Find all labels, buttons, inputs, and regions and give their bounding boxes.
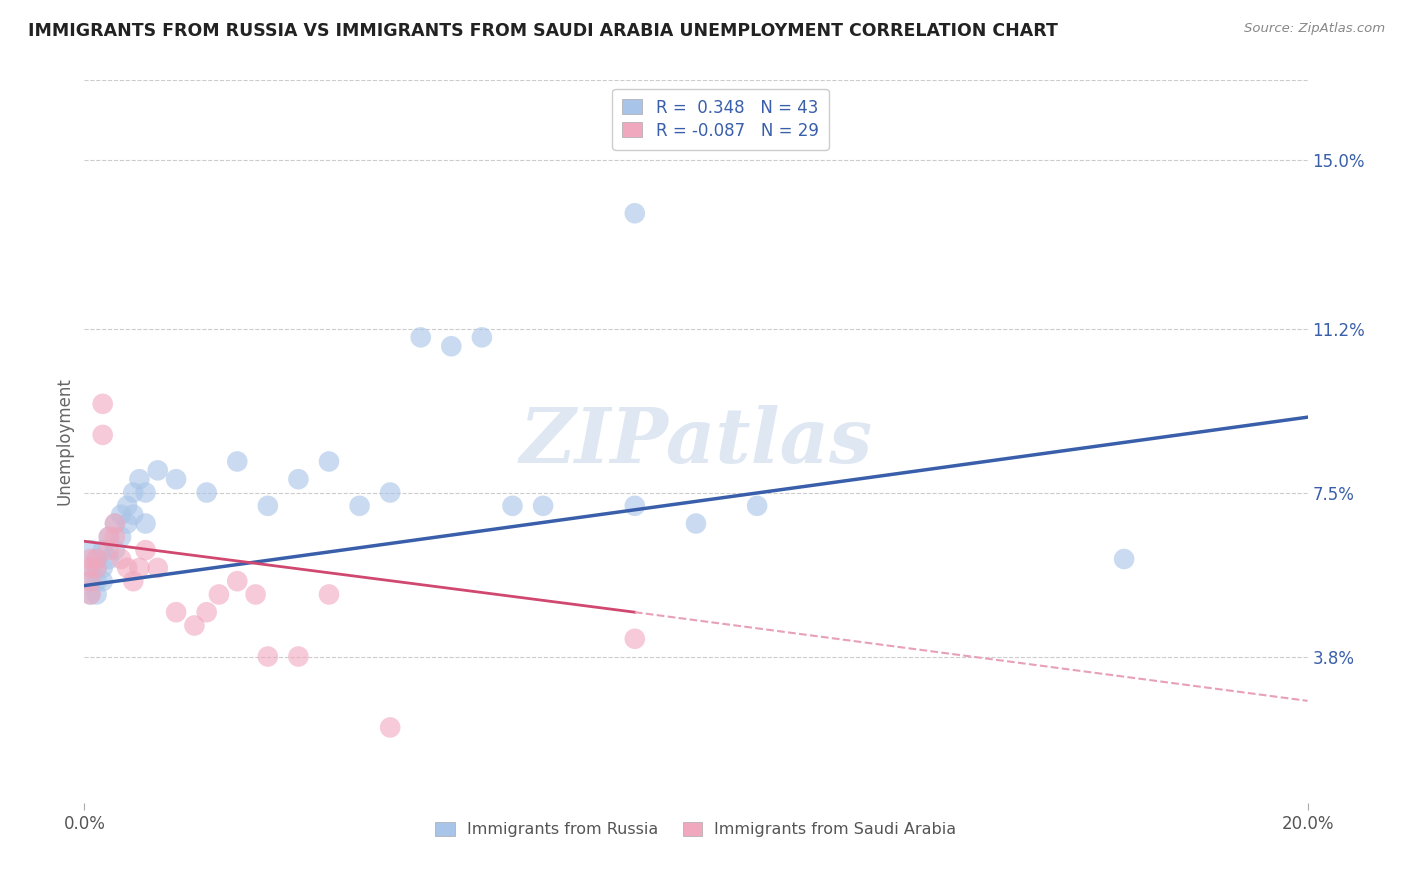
Y-axis label: Unemployment: Unemployment: [55, 377, 73, 506]
Point: [257, 649, 280, 664]
Point: [115, 516, 138, 531]
Point: [128, 561, 150, 575]
Point: [128, 472, 150, 486]
Point: [97, 543, 120, 558]
Point: [165, 472, 187, 486]
Point: [110, 508, 132, 522]
Point: [86, 561, 108, 575]
Point: [91, 574, 114, 589]
Point: [122, 485, 145, 500]
Point: [97, 530, 120, 544]
Point: [79, 561, 101, 575]
Point: [208, 587, 231, 601]
Point: [104, 516, 127, 531]
Point: [318, 454, 340, 468]
Point: [380, 485, 402, 500]
Point: [747, 499, 769, 513]
Point: [287, 472, 309, 486]
Point: [624, 206, 647, 220]
Point: [104, 516, 127, 531]
Point: [79, 543, 101, 558]
Point: [122, 508, 145, 522]
Point: [91, 397, 114, 411]
Point: [86, 552, 108, 566]
Text: IMMIGRANTS FROM RUSSIA VS IMMIGRANTS FROM SAUDI ARABIA UNEMPLOYMENT CORRELATION : IMMIGRANTS FROM RUSSIA VS IMMIGRANTS FRO…: [28, 22, 1057, 40]
Point: [380, 721, 402, 735]
Point: [135, 543, 157, 558]
Point: [195, 485, 218, 500]
Point: [79, 552, 101, 566]
Point: [115, 499, 138, 513]
Point: [1114, 552, 1136, 566]
Point: [257, 499, 280, 513]
Point: [318, 587, 340, 601]
Point: [531, 499, 554, 513]
Point: [135, 485, 157, 500]
Point: [79, 574, 101, 589]
Point: [79, 587, 101, 601]
Point: [86, 574, 108, 589]
Point: [91, 543, 114, 558]
Point: [97, 530, 120, 544]
Point: [349, 499, 371, 513]
Point: [440, 339, 463, 353]
Point: [115, 561, 138, 575]
Point: [146, 463, 169, 477]
Point: [165, 605, 187, 619]
Point: [287, 649, 309, 664]
Point: [226, 454, 249, 468]
Point: [86, 561, 108, 575]
Point: [104, 543, 127, 558]
Point: [79, 561, 101, 575]
Point: [471, 330, 494, 344]
Point: [97, 552, 120, 566]
Point: [146, 561, 169, 575]
Point: [86, 552, 108, 566]
Point: [135, 516, 157, 531]
Point: [122, 574, 145, 589]
Point: [110, 552, 132, 566]
Point: [245, 587, 267, 601]
Point: [409, 330, 432, 344]
Point: [91, 561, 114, 575]
Point: [91, 428, 114, 442]
Point: [183, 618, 205, 632]
Point: [195, 605, 218, 619]
Point: [86, 587, 108, 601]
Point: [110, 530, 132, 544]
Legend: Immigrants from Russia, Immigrants from Saudi Arabia: Immigrants from Russia, Immigrants from …: [427, 814, 965, 846]
Point: [624, 632, 647, 646]
Point: [104, 530, 127, 544]
Point: [79, 587, 101, 601]
Text: Source: ZipAtlas.com: Source: ZipAtlas.com: [1244, 22, 1385, 36]
Point: [502, 499, 524, 513]
Point: [79, 574, 101, 589]
Text: ZIPatlas: ZIPatlas: [519, 405, 873, 478]
Point: [685, 516, 707, 531]
Point: [624, 499, 647, 513]
Point: [226, 574, 249, 589]
